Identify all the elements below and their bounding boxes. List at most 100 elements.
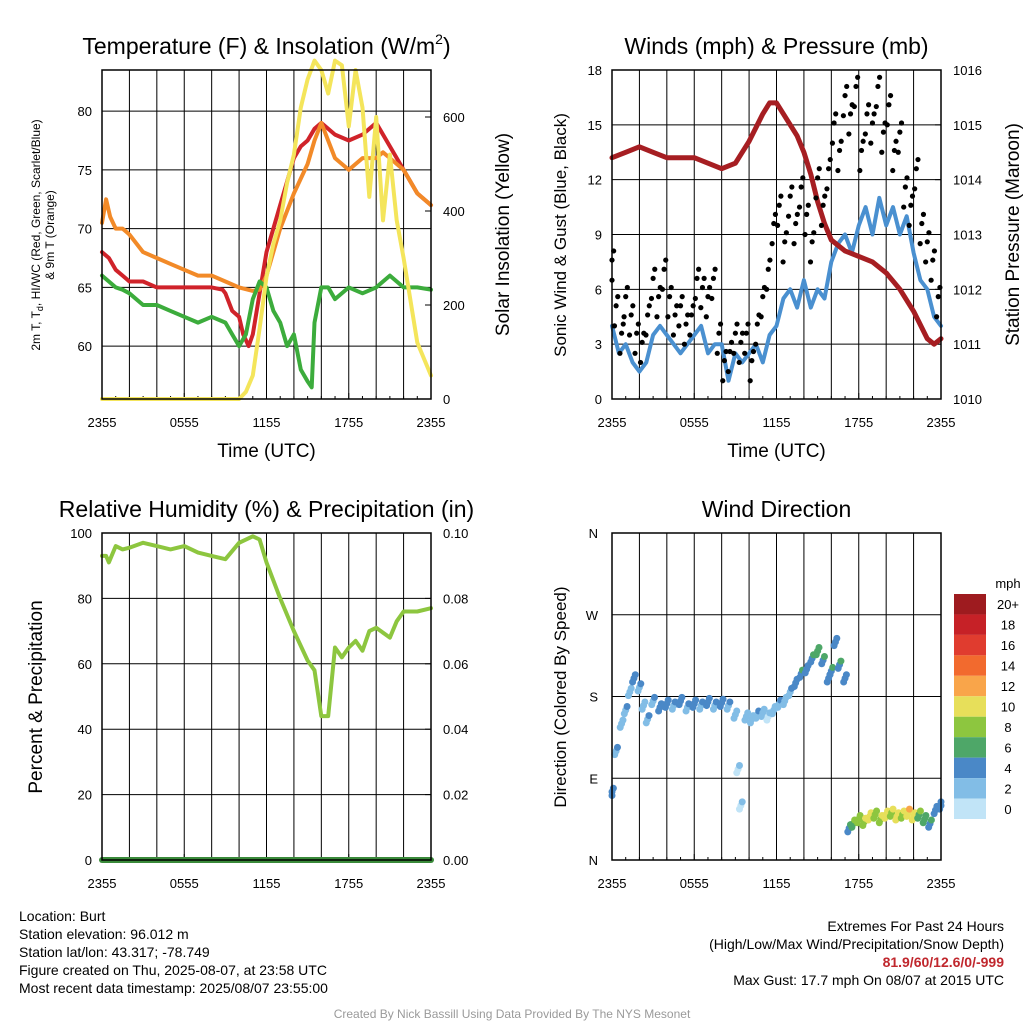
- gust-point: [753, 341, 759, 347]
- gust-point: [915, 156, 921, 163]
- y-right-tick-label: 1012: [953, 282, 982, 297]
- gust-point: [924, 239, 930, 245]
- direction-point: [712, 698, 720, 706]
- gust-point: [696, 266, 702, 272]
- gust-point: [685, 312, 691, 318]
- direction-point: [735, 762, 743, 770]
- gust-point: [681, 341, 687, 347]
- gust-point: [774, 222, 781, 228]
- direction-point: [889, 805, 897, 813]
- gust-point: [798, 184, 804, 190]
- colorbar-label: 2: [1004, 781, 1011, 796]
- gust-point: [661, 266, 667, 272]
- gust-point: [857, 167, 863, 174]
- y-tick-label: 0: [85, 853, 92, 868]
- gust-point: [917, 241, 923, 247]
- gust-point: [677, 303, 684, 309]
- gust-point: [699, 284, 706, 291]
- gust-point: [893, 138, 899, 144]
- gust-point: [887, 92, 894, 99]
- gust-point: [676, 323, 682, 329]
- y-tick-label: 80: [78, 591, 92, 606]
- gust-point: [687, 332, 693, 338]
- colorbar-label: 6: [1004, 740, 1011, 755]
- gust-point: [804, 211, 810, 217]
- direction-point: [678, 693, 686, 701]
- gust-point: [688, 312, 695, 318]
- y-tick-label: 12: [588, 173, 602, 188]
- x-tick-label: 1155: [763, 876, 791, 891]
- gust-point: [851, 103, 857, 110]
- gust-point: [776, 202, 782, 208]
- gust-point: [679, 294, 685, 300]
- gust-point: [639, 339, 645, 345]
- x-tick-label: 2355: [417, 415, 446, 430]
- direction-point: [623, 702, 631, 710]
- gust-point: [897, 129, 903, 135]
- y-right-tick-label: 0.04: [443, 722, 468, 737]
- x-tick-label: 1755: [334, 876, 363, 891]
- gust-point: [866, 102, 872, 108]
- elevation-text: Station elevation: 96.012 m: [19, 926, 189, 942]
- gust-point: [862, 131, 868, 137]
- y-axis-label: 2m T, Td, HI/WC (Red, Green, Scarlet/Blu…: [29, 119, 45, 350]
- gust-point: [747, 378, 753, 384]
- gust-point: [721, 358, 728, 364]
- gust-point: [855, 74, 861, 80]
- gust-point: [670, 332, 677, 338]
- y-right-tick-label: 1013: [953, 228, 982, 243]
- direction-point: [760, 705, 768, 713]
- gust-point: [643, 332, 649, 338]
- gust-point: [623, 294, 629, 300]
- x-tick-label: 1755: [334, 415, 363, 430]
- y-tick-label: 0: [595, 392, 602, 407]
- colorbar-swatch: [954, 798, 986, 819]
- gust-point: [654, 314, 660, 320]
- gust-point: [652, 266, 658, 272]
- gust-point: [931, 248, 938, 254]
- x-tick-label: 0555: [170, 876, 199, 891]
- gust-point: [760, 294, 766, 300]
- gust-point: [853, 83, 859, 90]
- y-tick-label: 100: [70, 526, 92, 541]
- credit-text: Created By Nick Bassill Using Data Provi…: [333, 1007, 691, 1021]
- direction-point: [664, 696, 672, 704]
- x-tick-label: 2355: [88, 876, 117, 891]
- direction-point: [922, 811, 930, 819]
- y-axis-label: Direction (Colored By Speed): [551, 586, 570, 807]
- panel-1: Temperature (F) & Insolation (W/m2) 60 65 7…: [29, 31, 514, 462]
- y-tick-label: 80: [78, 104, 92, 119]
- plot-frame: [611, 532, 942, 861]
- gust-point: [668, 284, 674, 291]
- direction-point: [738, 798, 746, 806]
- gust-point: [813, 195, 819, 201]
- gust-point: [723, 348, 729, 355]
- gust-point: [880, 129, 887, 135]
- y-right-tick-label: 1015: [953, 118, 982, 133]
- direction-point: [927, 816, 935, 824]
- gust-point: [780, 259, 786, 265]
- y-tick-label: N: [589, 526, 598, 541]
- latlon-text: Station lat/lon: 43.317; -78.749: [19, 944, 210, 960]
- colorbar-label: 10: [1001, 700, 1015, 715]
- y-right-tick-label: 0.10: [443, 526, 468, 541]
- x-axis-label: Time (UTC): [727, 441, 826, 462]
- series-t9m: [100, 120, 433, 293]
- colorbar-swatch: [954, 634, 986, 656]
- direction-point: [856, 811, 864, 819]
- gust-point: [650, 275, 656, 281]
- direction-point: [641, 698, 649, 706]
- y-tick-label: S: [589, 690, 598, 705]
- gust-point: [617, 350, 623, 356]
- plot-frame: [611, 69, 942, 400]
- gust-point: [613, 303, 619, 309]
- colorbar-swatch: [954, 594, 986, 615]
- gust-point: [701, 275, 707, 281]
- direction-point: [650, 693, 658, 701]
- y-right-tick-label: 200: [443, 298, 465, 313]
- direction-point: [873, 807, 881, 815]
- gust-point: [646, 303, 652, 309]
- gust-point: [789, 184, 795, 190]
- gust-point: [710, 275, 717, 281]
